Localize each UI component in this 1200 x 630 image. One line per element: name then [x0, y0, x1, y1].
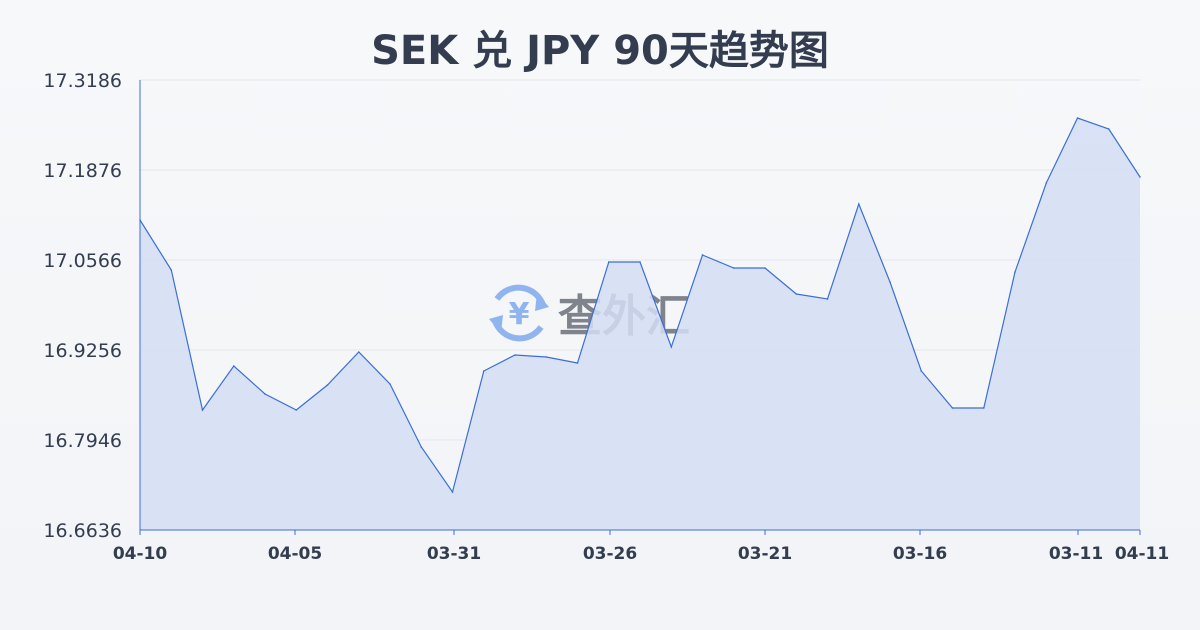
- data-point: [701, 254, 704, 256]
- data-point: [982, 407, 985, 409]
- data-point: [1045, 182, 1048, 184]
- data-points: [139, 117, 1141, 493]
- x-tick-label: 03-31: [427, 544, 481, 564]
- data-point: [920, 370, 923, 372]
- data-point: [232, 365, 235, 367]
- x-tick-label: 03-16: [893, 544, 947, 564]
- chart-title: SEK 兑 JPY 90天趋势图: [371, 28, 829, 74]
- data-point: [1139, 176, 1141, 178]
- area-fill: [140, 118, 1140, 530]
- data-point: [389, 383, 391, 385]
- x-tick-label: 03-21: [738, 544, 792, 564]
- yen-exchange-icon: ¥: [489, 284, 549, 342]
- data-point: [576, 362, 579, 364]
- data-point: [951, 407, 954, 409]
- data-point: [295, 409, 298, 411]
- data-point: [326, 384, 329, 386]
- data-point: [1107, 128, 1110, 130]
- y-tick-label: 16.9256: [43, 340, 122, 362]
- y-tick-label: 16.7946: [43, 430, 122, 452]
- data-point: [170, 269, 173, 271]
- y-tick-label: 17.3186: [43, 70, 122, 92]
- data-point: [732, 267, 735, 269]
- data-point: [420, 446, 423, 448]
- data-point: [201, 409, 204, 411]
- data-point: [545, 356, 548, 358]
- data-point: [1014, 271, 1016, 273]
- data-point: [607, 261, 610, 263]
- data-point: [1076, 117, 1079, 119]
- data-point: [451, 491, 454, 493]
- x-tick-label: 04-10: [113, 544, 168, 564]
- x-tick-label: 03-11: [1049, 544, 1103, 564]
- data-point: [357, 351, 360, 353]
- data-point: [264, 393, 266, 395]
- y-tick-label: 17.1876: [43, 160, 122, 182]
- data-point: [482, 370, 485, 372]
- data-point: [514, 354, 516, 356]
- y-tick-label: 17.0566: [43, 250, 122, 272]
- data-point: [889, 281, 891, 283]
- data-point: [139, 219, 141, 221]
- y-tick-label: 16.6636: [43, 520, 122, 542]
- data-point: [639, 261, 641, 263]
- data-point: [764, 267, 766, 269]
- svg-text:¥: ¥: [509, 297, 530, 332]
- data-point: [826, 298, 829, 300]
- data-point: [857, 203, 860, 205]
- data-point: [795, 293, 798, 295]
- data-point: [670, 346, 673, 348]
- x-tick-label: 04-11: [1115, 544, 1169, 564]
- x-tick-label: 03-26: [583, 544, 637, 564]
- x-tick-label: 04-05: [268, 544, 322, 564]
